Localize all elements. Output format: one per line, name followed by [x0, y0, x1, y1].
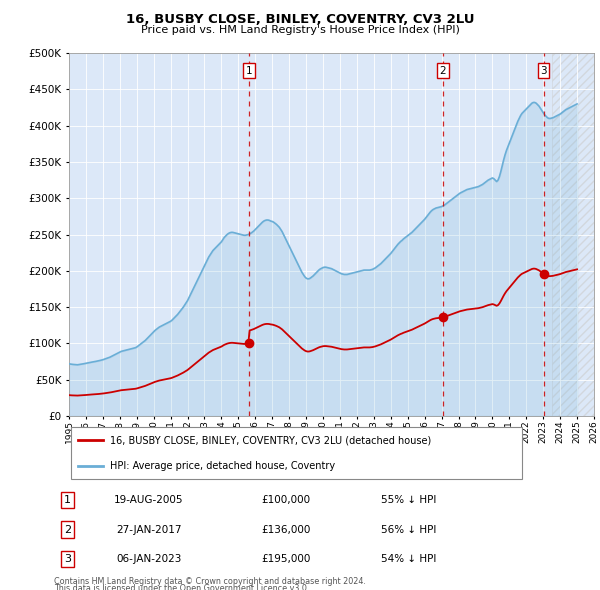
- Text: HPI: Average price, detached house, Coventry: HPI: Average price, detached house, Cove…: [110, 461, 335, 471]
- Text: 06-JAN-2023: 06-JAN-2023: [116, 554, 182, 564]
- Text: 2: 2: [64, 525, 71, 535]
- Text: 16, BUSBY CLOSE, BINLEY, COVENTRY, CV3 2LU: 16, BUSBY CLOSE, BINLEY, COVENTRY, CV3 2…: [126, 13, 474, 26]
- Text: 1: 1: [64, 495, 71, 505]
- Text: 16, BUSBY CLOSE, BINLEY, COVENTRY, CV3 2LU (detached house): 16, BUSBY CLOSE, BINLEY, COVENTRY, CV3 2…: [110, 435, 431, 445]
- Text: Price paid vs. HM Land Registry's House Price Index (HPI): Price paid vs. HM Land Registry's House …: [140, 25, 460, 35]
- Text: £100,000: £100,000: [262, 495, 311, 505]
- Text: 54% ↓ HPI: 54% ↓ HPI: [382, 554, 437, 564]
- Text: 56% ↓ HPI: 56% ↓ HPI: [382, 525, 437, 535]
- Text: £136,000: £136,000: [262, 525, 311, 535]
- Text: Contains HM Land Registry data © Crown copyright and database right 2024.: Contains HM Land Registry data © Crown c…: [54, 577, 366, 586]
- Text: This data is licensed under the Open Government Licence v3.0.: This data is licensed under the Open Gov…: [54, 584, 310, 590]
- Text: £195,000: £195,000: [262, 554, 311, 564]
- Text: 55% ↓ HPI: 55% ↓ HPI: [382, 495, 437, 505]
- FancyBboxPatch shape: [71, 427, 522, 478]
- Text: 19-AUG-2005: 19-AUG-2005: [114, 495, 184, 505]
- Text: 2: 2: [439, 66, 446, 76]
- Text: 3: 3: [540, 66, 547, 76]
- Text: 1: 1: [246, 66, 253, 76]
- Text: 3: 3: [64, 554, 71, 564]
- Text: 27-JAN-2017: 27-JAN-2017: [116, 525, 182, 535]
